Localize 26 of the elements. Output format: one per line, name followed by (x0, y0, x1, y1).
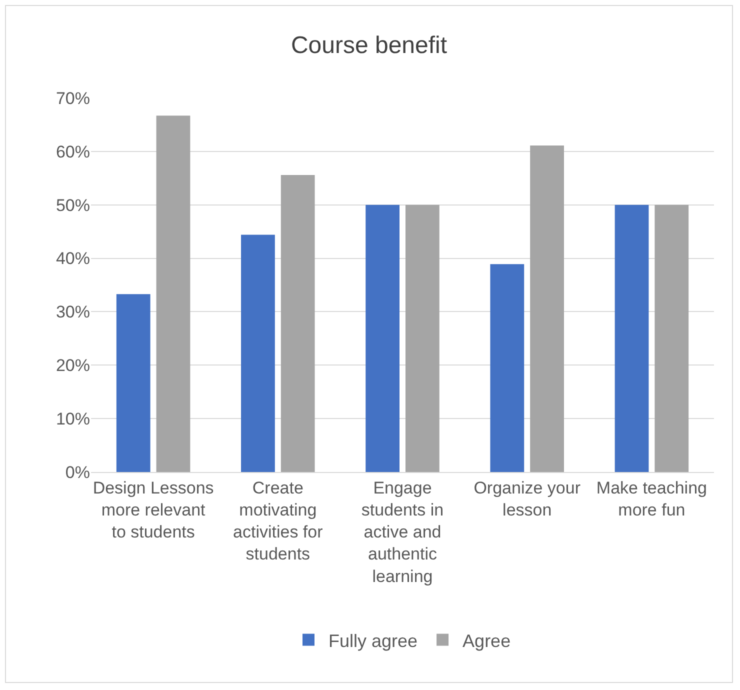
x-tick-label: Engage students in active and authentic learning (361, 478, 444, 586)
x-tick-label: Make teaching more fun (596, 478, 707, 520)
x-tick-label: Organize your lesson (474, 478, 581, 520)
x-tick-label: Design Lessons more relevant to students (92, 478, 214, 542)
y-tick-label: 20% (56, 356, 90, 376)
chart-title: Course benefit (290, 32, 448, 60)
bar (116, 294, 150, 472)
bar (530, 146, 564, 472)
y-tick-label: 60% (56, 142, 90, 162)
y-tick-label: 30% (56, 302, 90, 322)
bar (156, 116, 190, 472)
legend-label: Agree (462, 630, 511, 651)
x-tick-label: Create motivating activities for students (233, 478, 324, 564)
y-tick-label: 0% (65, 462, 90, 482)
y-tick-label: 50% (56, 196, 90, 215)
bar (654, 204, 689, 472)
bar (366, 204, 400, 472)
y-tick-label: 40% (56, 249, 90, 268)
y-tick-label: 10% (56, 410, 90, 429)
bar (280, 174, 315, 472)
bar (405, 204, 440, 472)
bar (241, 234, 275, 472)
bar (490, 264, 524, 472)
bar (614, 204, 649, 472)
y-tick-label: 70% (56, 88, 90, 108)
legend-label: Fully agree (328, 630, 418, 651)
